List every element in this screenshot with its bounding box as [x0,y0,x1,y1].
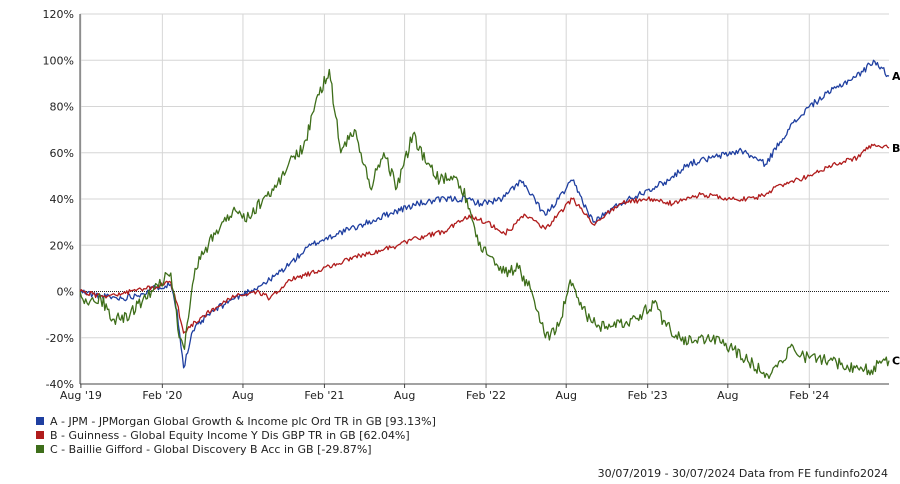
chart-legend: A - JPM - JPMorgan Global Growth & Incom… [36,414,436,456]
legend-swatch-a [36,417,44,425]
y-tick-label: 0% [57,286,74,299]
x-tick-label: Aug [555,389,576,402]
x-tick-label: Feb '22 [466,389,506,402]
series-end-label-a: A [892,70,900,83]
y-tick-label: 60% [50,147,74,160]
series-line-b [79,143,890,334]
y-tick-label: 40% [50,193,74,206]
legend-label-c: C - Baillie Gifford - Global Discovery B… [50,442,372,456]
legend-item-b: B - Guinness - Global Equity Income Y Di… [36,428,436,442]
y-tick-label: 80% [50,101,74,114]
date-range-source-note: 30/07/2019 - 30/07/2024 Data from FE fun… [597,467,888,480]
legend-label-b: B - Guinness - Global Equity Income Y Di… [50,428,410,442]
x-tick-label: Feb '21 [304,389,344,402]
legend-item-a: A - JPM - JPMorgan Global Growth & Incom… [36,414,436,428]
x-tick-label: Aug [717,389,738,402]
series-line-c [79,68,890,380]
series-line-a [79,59,890,369]
y-tick-label: -20% [46,332,74,345]
legend-swatch-c [36,445,44,453]
y-tick-label: -40% [46,378,74,391]
series-end-label-b: B [892,142,900,155]
x-tick-label: Aug '19 [60,389,102,402]
performance-line-chart: 120% 100% 80% 60% 40% 20% 0% -20% -40%Aug '19 Feb… [43,8,900,402]
x-tick-label: Aug [394,389,415,402]
legend-item-c: C - Baillie Gifford - Global Discovery B… [36,442,436,456]
x-tick-label: Feb '24 [789,389,829,402]
x-tick-label: Feb '20 [142,389,182,402]
y-tick-label: 20% [50,239,74,252]
legend-label-a: A - JPM - JPMorgan Global Growth & Incom… [50,414,436,428]
x-tick-label: Feb '23 [628,389,668,402]
series-end-label-c: C [892,355,900,368]
legend-swatch-b [36,431,44,439]
y-tick-label: 100% [43,54,74,67]
x-tick-label: Aug [232,389,253,402]
y-tick-label: 120% [43,8,74,21]
